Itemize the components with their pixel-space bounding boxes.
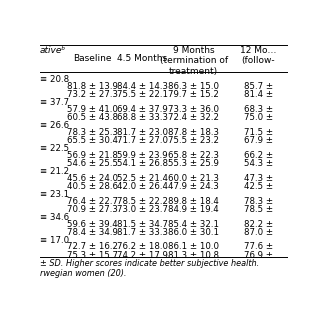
Text: 60.0 ± 21.3: 60.0 ± 21.3 bbox=[168, 174, 219, 183]
Text: 45.6 ± 24.0: 45.6 ± 24.0 bbox=[67, 174, 117, 183]
Text: 86.0 ± 30.1: 86.0 ± 30.1 bbox=[168, 228, 219, 236]
Text: 71.7 ± 27.0: 71.7 ± 27.0 bbox=[117, 136, 168, 145]
Text: 60.5 ± 43.8: 60.5 ± 43.8 bbox=[67, 113, 117, 122]
Text: 69.4 ± 37.9: 69.4 ± 37.9 bbox=[117, 105, 168, 114]
Text: Baseline: Baseline bbox=[73, 54, 111, 63]
Text: 54.1 ± 26.8: 54.1 ± 26.8 bbox=[117, 159, 168, 168]
Text: ≡ 37.7: ≡ 37.7 bbox=[40, 98, 69, 107]
Text: ± SD. Higher scores indicate better subjective health.: ± SD. Higher scores indicate better subj… bbox=[40, 260, 259, 268]
Text: 89.8 ± 18.4: 89.8 ± 18.4 bbox=[168, 196, 219, 205]
Text: 85.7 ±: 85.7 ± bbox=[244, 82, 273, 91]
Text: 86.3 ± 15.0: 86.3 ± 15.0 bbox=[168, 82, 219, 91]
Text: 81.4 ±: 81.4 ± bbox=[244, 90, 273, 99]
Text: 73.3 ± 36.0: 73.3 ± 36.0 bbox=[168, 105, 219, 114]
Text: 47.3 ±: 47.3 ± bbox=[244, 174, 273, 183]
Text: ≡ 22.5: ≡ 22.5 bbox=[40, 144, 69, 153]
Text: 82.2 ±: 82.2 ± bbox=[244, 220, 273, 228]
Text: 76.9 ±: 76.9 ± bbox=[244, 251, 273, 260]
Text: 81.7 ± 33.3: 81.7 ± 33.3 bbox=[117, 228, 168, 236]
Text: rwegian women (20).: rwegian women (20). bbox=[40, 269, 126, 278]
Text: 74.2 ± 17.9: 74.2 ± 17.9 bbox=[117, 251, 168, 260]
Text: 72.4 ± 32.2: 72.4 ± 32.2 bbox=[168, 113, 219, 122]
Text: 72.7 ± 16.2: 72.7 ± 16.2 bbox=[67, 243, 117, 252]
Text: 52.5 ± 21.4: 52.5 ± 21.4 bbox=[117, 174, 168, 183]
Text: 66.2 ±: 66.2 ± bbox=[244, 151, 273, 160]
Text: 70.9 ± 27.3: 70.9 ± 27.3 bbox=[67, 205, 117, 214]
Text: 84.9 ± 19.4: 84.9 ± 19.4 bbox=[168, 205, 219, 214]
Text: 85.4 ± 32.1: 85.4 ± 32.1 bbox=[168, 220, 219, 228]
Text: 59.9 ± 23.9: 59.9 ± 23.9 bbox=[117, 151, 167, 160]
Text: ≡ 23.1: ≡ 23.1 bbox=[40, 190, 69, 199]
Text: 42.5 ±: 42.5 ± bbox=[244, 182, 273, 191]
Text: ≡ 21.2: ≡ 21.2 bbox=[40, 167, 69, 176]
Text: 47.9 ± 24.3: 47.9 ± 24.3 bbox=[168, 182, 219, 191]
Text: 87.8 ± 18.3: 87.8 ± 18.3 bbox=[168, 128, 219, 137]
Text: 84.4 ± 14.3: 84.4 ± 14.3 bbox=[117, 82, 168, 91]
Text: 78.3 ±: 78.3 ± bbox=[244, 196, 273, 205]
Text: 12 Mo…
(follow-: 12 Mo… (follow- bbox=[240, 46, 276, 65]
Text: 73.0 ± 23.7: 73.0 ± 23.7 bbox=[117, 205, 168, 214]
Text: 55.3 ± 25.9: 55.3 ± 25.9 bbox=[168, 159, 219, 168]
Text: 56.9 ± 21.8: 56.9 ± 21.8 bbox=[67, 151, 117, 160]
Text: 75.5 ± 22.1: 75.5 ± 22.1 bbox=[117, 90, 168, 99]
Text: 57.9 ± 41.0: 57.9 ± 41.0 bbox=[67, 105, 117, 114]
Text: 42.0 ± 26.4: 42.0 ± 26.4 bbox=[117, 182, 168, 191]
Text: ativeᵇ: ativeᵇ bbox=[40, 46, 66, 55]
Text: ≡ 20.8: ≡ 20.8 bbox=[40, 75, 69, 84]
Text: ≡ 17.0: ≡ 17.0 bbox=[40, 236, 69, 245]
Text: 54.3 ±: 54.3 ± bbox=[244, 159, 273, 168]
Text: 78.5 ±: 78.5 ± bbox=[244, 205, 273, 214]
Text: 81.5 ± 34.7: 81.5 ± 34.7 bbox=[117, 220, 168, 228]
Text: 75.0 ±: 75.0 ± bbox=[244, 113, 273, 122]
Text: 65.8 ± 22.3: 65.8 ± 22.3 bbox=[168, 151, 219, 160]
Text: 77.6 ±: 77.6 ± bbox=[244, 243, 273, 252]
Text: 81.7 ± 23.0: 81.7 ± 23.0 bbox=[117, 128, 168, 137]
Text: ≡ 34.6: ≡ 34.6 bbox=[40, 213, 69, 222]
Text: 40.5 ± 28.6: 40.5 ± 28.6 bbox=[67, 182, 117, 191]
Text: 79.7 ± 15.2: 79.7 ± 15.2 bbox=[168, 90, 219, 99]
Text: 67.9 ±: 67.9 ± bbox=[244, 136, 273, 145]
Text: 75.3 ± 15.7: 75.3 ± 15.7 bbox=[67, 251, 117, 260]
Text: 76.2 ± 18.0: 76.2 ± 18.0 bbox=[117, 243, 168, 252]
Text: 59.6 ± 39.4: 59.6 ± 39.4 bbox=[67, 220, 117, 228]
Text: 73.2 ± 27.3: 73.2 ± 27.3 bbox=[67, 90, 117, 99]
Text: 71.5 ±: 71.5 ± bbox=[244, 128, 273, 137]
Text: 9 Months
(termination of
treatment): 9 Months (termination of treatment) bbox=[160, 46, 228, 76]
Text: 81.3 ± 10.8: 81.3 ± 10.8 bbox=[168, 251, 219, 260]
Text: 78.4 ± 34.9: 78.4 ± 34.9 bbox=[67, 228, 117, 236]
Text: 4.5 Months: 4.5 Months bbox=[117, 54, 167, 63]
Text: 87.0 ±: 87.0 ± bbox=[244, 228, 273, 236]
Text: 68.3 ±: 68.3 ± bbox=[244, 105, 273, 114]
Text: 78.3 ± 25.3: 78.3 ± 25.3 bbox=[67, 128, 117, 137]
Text: 54.6 ± 25.5: 54.6 ± 25.5 bbox=[67, 159, 117, 168]
Text: 78.5 ± 22.2: 78.5 ± 22.2 bbox=[117, 196, 168, 205]
Text: 75.5 ± 23.2: 75.5 ± 23.2 bbox=[168, 136, 219, 145]
Text: 65.5 ± 30.4: 65.5 ± 30.4 bbox=[67, 136, 117, 145]
Text: ≡ 26.6: ≡ 26.6 bbox=[40, 121, 69, 130]
Text: 81.8 ± 13.9: 81.8 ± 13.9 bbox=[67, 82, 117, 91]
Text: 68.8 ± 33.3: 68.8 ± 33.3 bbox=[117, 113, 168, 122]
Text: 86.1 ± 10.0: 86.1 ± 10.0 bbox=[168, 243, 219, 252]
Text: 76.4 ± 22.7: 76.4 ± 22.7 bbox=[67, 196, 117, 205]
